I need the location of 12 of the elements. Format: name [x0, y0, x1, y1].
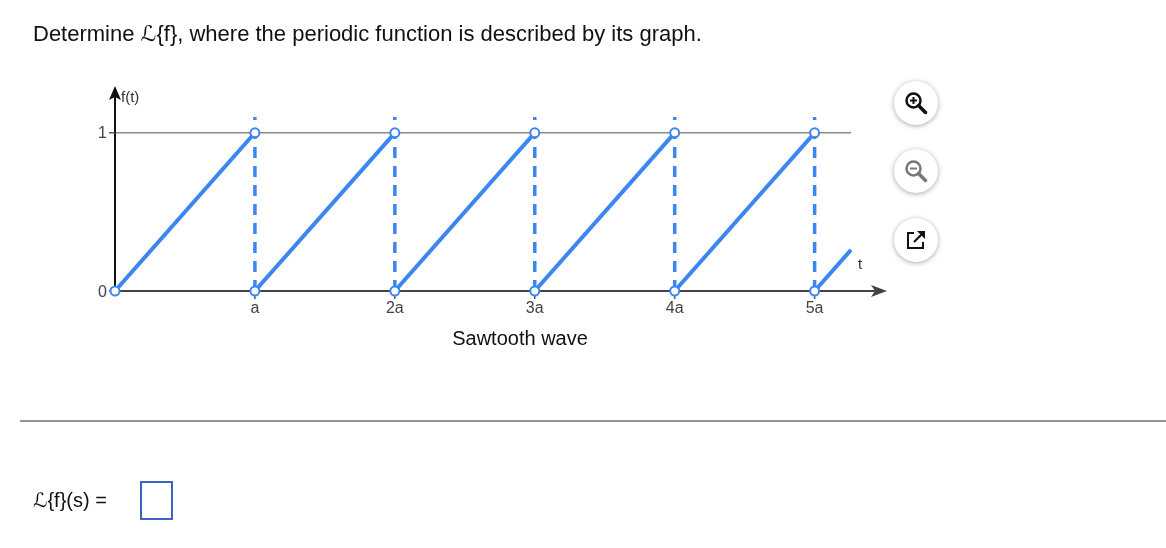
- y-tick-label: 0: [98, 282, 108, 300]
- x-tick-label: 4a: [665, 299, 684, 317]
- y-axis-title: f(t): [121, 88, 140, 105]
- text: ℒ{f}(s) =: [33, 488, 107, 512]
- y-tick-label: 1: [98, 124, 108, 142]
- x-axis-title: t: [858, 255, 863, 272]
- x-tick-label: 2a: [385, 299, 404, 317]
- x-tick-label: a: [250, 299, 260, 317]
- x-tick-label: 5a: [805, 299, 824, 317]
- chart-title: Determine ℒ{f}, where the periodic function is described by its graph.: [33, 21, 702, 47]
- x-tick-label: 3a: [525, 299, 544, 317]
- text: Sawtooth wave: [452, 327, 588, 350]
